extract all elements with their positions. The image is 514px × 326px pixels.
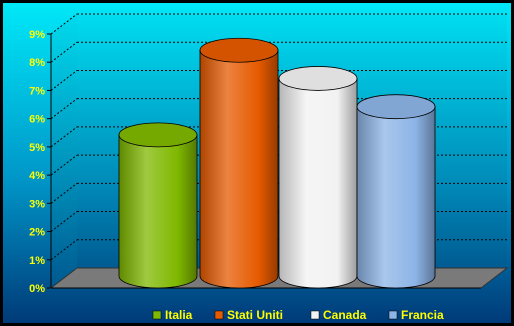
legend-swatch [310, 310, 320, 320]
bar-top [278, 66, 358, 91]
legend-label: Italia [165, 308, 193, 322]
legend-label: Stati Uniti [227, 308, 283, 322]
y-tick-label: 8% [29, 57, 45, 69]
legend: Italia Stati Uniti Canada Francia [152, 308, 444, 322]
y-tick-label: 6% [29, 114, 45, 126]
bar-body [356, 106, 436, 289]
legend-swatch [152, 310, 162, 320]
bar-top [199, 37, 279, 63]
gridline-side [50, 154, 78, 176]
gridline-side [50, 239, 78, 261]
bar-body [199, 49, 279, 289]
y-tick-label: 4% [29, 170, 45, 182]
legend-label: Canada [323, 308, 367, 322]
y-tick-label: 0% [29, 283, 45, 295]
y-tick-label: 3% [29, 198, 45, 210]
bar-italia [118, 122, 198, 289]
gridline-side [50, 182, 78, 204]
legend-label: Francia [401, 308, 444, 322]
y-tick-label: 7% [29, 85, 45, 97]
plot-side-wall [51, 14, 77, 288]
gridlines [50, 13, 507, 261]
gridline-side [50, 70, 78, 91]
y-tick-label: 5% [29, 142, 45, 154]
gridline-side [50, 98, 78, 120]
gridline-side [50, 211, 78, 232]
legend-swatch [214, 310, 224, 320]
bar-canada [278, 66, 358, 289]
y-tick-label: 2% [29, 227, 45, 239]
y-axis: 0% 1% 2% 3% 4% 5% 6% 7% 8% 9% [29, 29, 52, 295]
bar-body [278, 78, 358, 289]
bar-top [356, 94, 436, 120]
y-tick-label: 1% [29, 255, 45, 267]
bars [118, 37, 436, 289]
gridline-side [50, 41, 78, 63]
bar-body [118, 134, 198, 289]
gridline-side [50, 126, 78, 148]
bar-francia [356, 94, 436, 289]
gridline-side [50, 13, 78, 35]
y-tick-label: 9% [29, 29, 45, 41]
legend-swatch [388, 310, 398, 320]
bar-stati-uniti [199, 37, 279, 289]
bar-top [118, 122, 198, 148]
